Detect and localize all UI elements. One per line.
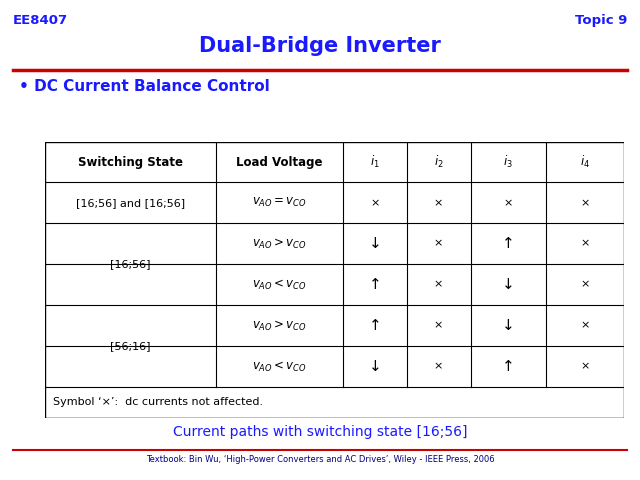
Text: ×: ×	[434, 280, 444, 290]
Text: ↓: ↓	[502, 318, 515, 333]
Text: Load Voltage: Load Voltage	[236, 156, 323, 168]
Text: [16;56] and [16;56]: [16;56] and [16;56]	[76, 198, 185, 208]
Text: ↓: ↓	[502, 277, 515, 292]
Text: [56;16]: [56;16]	[110, 341, 150, 351]
Text: $v_{AO} > v_{CO}$: $v_{AO} > v_{CO}$	[252, 237, 307, 251]
Text: Current paths with switching state [16;56]: Current paths with switching state [16;5…	[173, 425, 467, 439]
Text: ×: ×	[434, 321, 444, 331]
Text: ×: ×	[434, 198, 444, 208]
Text: • DC Current Balance Control: • DC Current Balance Control	[19, 79, 270, 94]
Text: $i_1$: $i_1$	[370, 154, 380, 170]
Text: Textbook: Bin Wu, ‘High-Power Converters and AC Drives’, Wiley - IEEE Press, 200: Textbook: Bin Wu, ‘High-Power Converters…	[146, 455, 494, 464]
Text: ×: ×	[580, 361, 589, 372]
Text: $i_2$: $i_2$	[434, 154, 444, 170]
Text: ↑: ↑	[369, 318, 381, 333]
Text: ×: ×	[580, 280, 589, 290]
Text: ×: ×	[371, 198, 380, 208]
Text: ↓: ↓	[369, 359, 381, 374]
Text: ×: ×	[504, 198, 513, 208]
Text: Topic 9: Topic 9	[575, 14, 627, 27]
Text: [16;56]: [16;56]	[110, 259, 150, 269]
Text: Switching State: Switching State	[77, 156, 183, 168]
Text: $v_{AO} = v_{CO}$: $v_{AO} = v_{CO}$	[252, 196, 307, 209]
Text: ×: ×	[580, 198, 589, 208]
Text: $v_{AO} > v_{CO}$: $v_{AO} > v_{CO}$	[252, 319, 307, 333]
Text: $v_{AO} < v_{CO}$: $v_{AO} < v_{CO}$	[252, 360, 307, 373]
Text: $v_{AO} < v_{CO}$: $v_{AO} < v_{CO}$	[252, 277, 307, 292]
Text: Dual-Bridge Inverter: Dual-Bridge Inverter	[199, 36, 441, 56]
Text: ×: ×	[580, 239, 589, 249]
Text: ×: ×	[434, 361, 444, 372]
Text: ↑: ↑	[502, 236, 515, 252]
Text: EE8407: EE8407	[13, 14, 68, 27]
Text: $i_3$: $i_3$	[503, 154, 513, 170]
Text: ↓: ↓	[369, 236, 381, 252]
Text: ↑: ↑	[502, 359, 515, 374]
Text: $i_4$: $i_4$	[580, 154, 590, 170]
Text: Symbol ‘×’:  dc currents not affected.: Symbol ‘×’: dc currents not affected.	[54, 397, 264, 407]
Text: ×: ×	[580, 321, 589, 331]
Text: ×: ×	[434, 239, 444, 249]
Text: ↑: ↑	[369, 277, 381, 292]
